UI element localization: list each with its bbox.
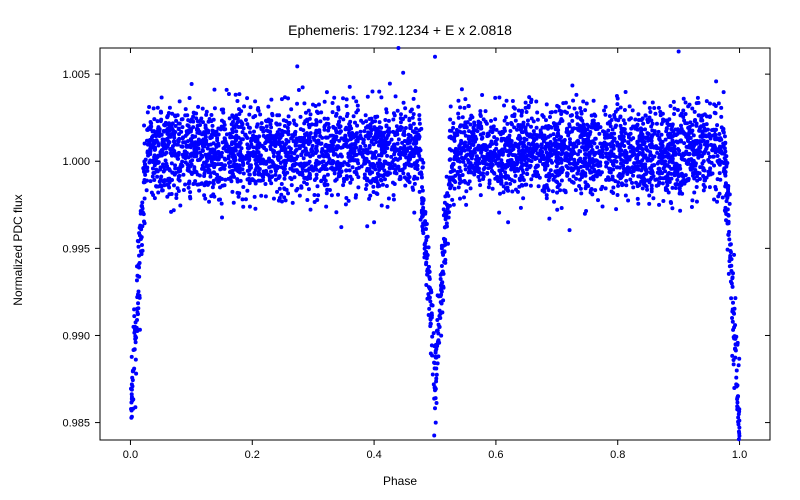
svg-text:0.0: 0.0	[123, 449, 138, 461]
svg-text:1.005: 1.005	[62, 69, 90, 81]
y-axis-label: Normalized PDC flux	[11, 194, 25, 305]
chart-title: Ephemeris: 1792.1234 + E x 2.0818	[0, 22, 800, 38]
svg-text:0.990: 0.990	[62, 330, 90, 342]
svg-text:0.985: 0.985	[62, 418, 90, 430]
svg-text:1.0: 1.0	[732, 449, 747, 461]
x-axis-label: Phase	[0, 474, 800, 488]
svg-text:0.995: 0.995	[62, 243, 90, 255]
svg-text:0.2: 0.2	[245, 449, 260, 461]
svg-text:0.4: 0.4	[366, 449, 381, 461]
chart-container: Ephemeris: 1792.1234 + E x 2.0818 Normal…	[0, 0, 800, 500]
svg-text:0.8: 0.8	[610, 449, 625, 461]
svg-text:0.6: 0.6	[488, 449, 503, 461]
svg-text:1.000: 1.000	[62, 156, 90, 168]
scatter-plot: 0.0 0.2 0.4 0.6 0.8 1.0 0.985 0.990 0.995 1.000 1.…	[0, 0, 800, 500]
